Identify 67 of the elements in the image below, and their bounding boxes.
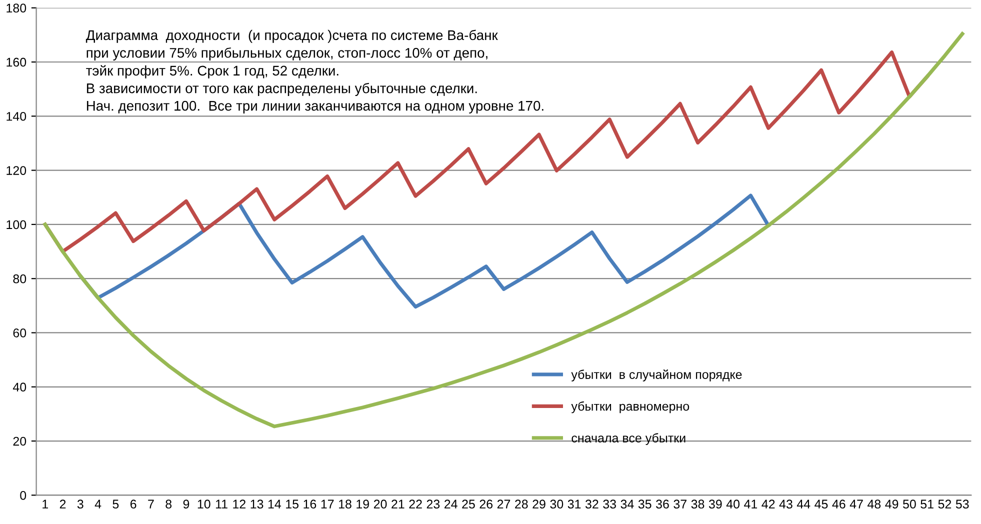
- x-tick-label: 39: [708, 500, 722, 509]
- x-tick-label: 47: [850, 500, 863, 508]
- x-tick-label: 28: [515, 500, 528, 509]
- y-tick-label: 80: [13, 274, 26, 284]
- x-tick-label: 5: [112, 500, 119, 509]
- x-tick-label: 7: [148, 500, 154, 508]
- x-tick-label: 18: [338, 500, 352, 509]
- y-tick-label: 120: [6, 166, 26, 175]
- x-tick-label: 36: [656, 500, 669, 509]
- x-tick-label: 3: [77, 500, 84, 509]
- y-tick-label: 20: [13, 436, 26, 446]
- x-tick-label: 49: [885, 500, 898, 509]
- x-tick-label: 11: [216, 500, 228, 508]
- x-tick-label: 10: [198, 500, 210, 509]
- x-tick-label: 29: [532, 500, 546, 509]
- x-tick-label: 20: [374, 500, 387, 509]
- x-tick-label: 12: [233, 500, 246, 508]
- x-tick-label: 13: [250, 500, 264, 509]
- x-tick-label: 52: [938, 500, 952, 509]
- x-tick-label: 53: [956, 500, 969, 509]
- x-tick-label: 19: [356, 500, 369, 509]
- x-tick-label: 40: [726, 500, 740, 509]
- x-tick-label: 16: [304, 500, 316, 509]
- x-tick-label: 33: [603, 500, 616, 509]
- legend-label: убытки в случайном порядке: [571, 370, 742, 382]
- x-tick-label: 24: [444, 500, 458, 508]
- x-tick-label: 27: [497, 500, 510, 508]
- x-tick-label: 45: [814, 500, 828, 509]
- x-tick-label: 31: [568, 500, 581, 509]
- x-tick-label: 41: [744, 500, 758, 508]
- x-tick-label: 42: [762, 500, 775, 508]
- y-tick-label: 180: [6, 4, 26, 13]
- x-tick-label: 15: [286, 500, 298, 509]
- x-tick-label: 6: [130, 500, 136, 509]
- x-tick-label: 35: [638, 500, 652, 509]
- x-tick-label: 30: [550, 500, 564, 509]
- x-tick-label: 4: [94, 500, 102, 508]
- x-tick-label: 51: [920, 500, 934, 509]
- x-tick-label: 46: [832, 500, 846, 509]
- y-tick-label: 60: [13, 328, 26, 338]
- x-tick-label: 38: [691, 500, 704, 509]
- x-tick-label: 37: [674, 500, 686, 509]
- legend-label: сначала все убытки: [572, 433, 686, 445]
- y-tick-label: 40: [12, 382, 26, 392]
- x-tick-label: 8: [166, 500, 172, 509]
- x-tick-label: 9: [183, 500, 190, 509]
- legend-label: убытки равномерно: [571, 401, 690, 414]
- x-tick-label: 44: [796, 500, 810, 508]
- y-tick-label: 140: [6, 112, 26, 121]
- x-tick-label: 1: [42, 500, 48, 508]
- x-tick-label: 26: [480, 500, 493, 509]
- x-tick-label: 34: [620, 500, 634, 509]
- x-tick-label: 23: [426, 500, 440, 509]
- x-tick-label: 32: [585, 500, 598, 509]
- x-tick-label: 48: [868, 500, 881, 509]
- x-tick-label: 43: [779, 500, 792, 509]
- y-tick-label: 100: [6, 220, 26, 230]
- x-tick-label: 22: [409, 500, 422, 508]
- y-tick-label: 160: [6, 58, 26, 67]
- x-tick-label: 21: [392, 500, 404, 508]
- x-tick-label: 25: [462, 500, 475, 509]
- x-tick-label: 17: [321, 500, 334, 508]
- x-tick-label: 50: [903, 500, 916, 509]
- text: Диаграмма доходности (и просадок )счета по системе Ва-банк при условии 75% прибыльных сделок, стоп-лосс 10% от депо, тэйк профит 5%. Срок 1 год, 52 сделки. В зависимости от того как распределены убыточные сделки. Нач. депозит 100. Все три линии заканчиваются на одном уровне 170.: [86, 30, 544, 114]
- x-tick-label: 14: [268, 500, 282, 508]
- x-tick-label: 2: [60, 500, 66, 508]
- y-tick-label: 0: [20, 490, 26, 500]
